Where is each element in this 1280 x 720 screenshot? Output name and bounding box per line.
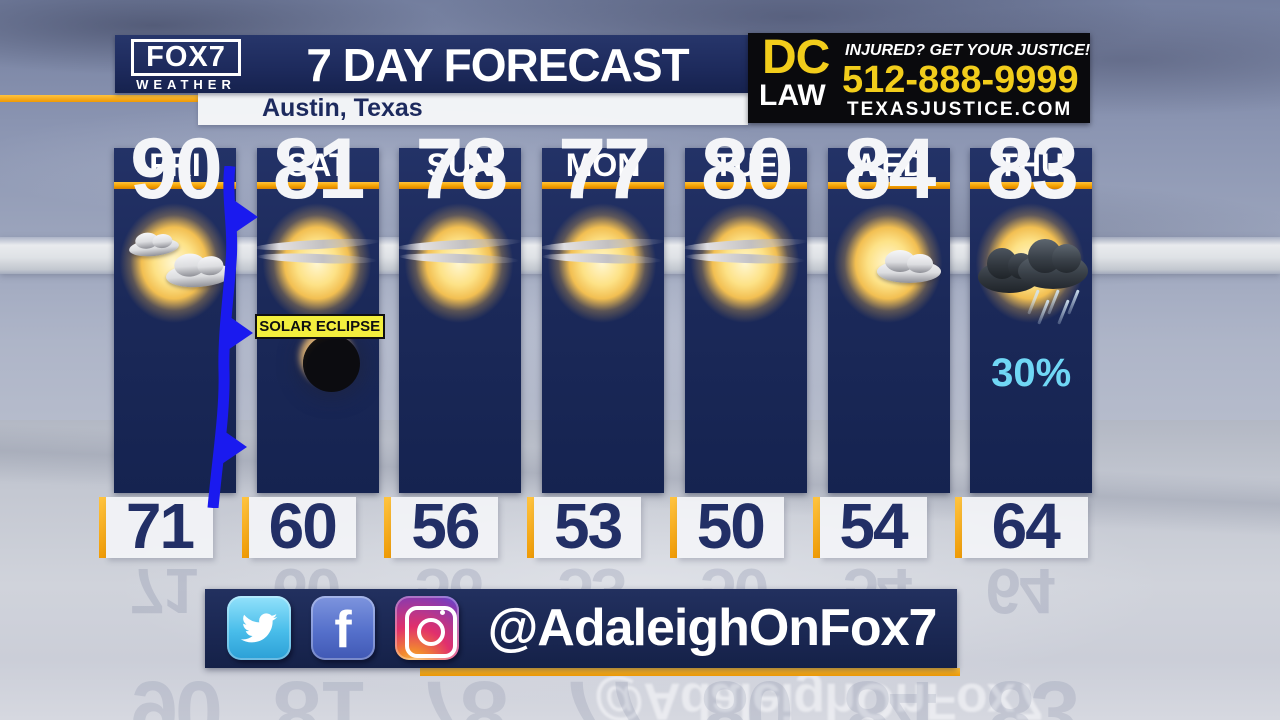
low-temp-panel: 60 bbox=[248, 490, 356, 562]
day-accent-bar bbox=[399, 182, 522, 189]
instagram-camera-outline bbox=[405, 606, 457, 658]
high-temp: 78 bbox=[415, 121, 509, 217]
low-temp-accent-bar bbox=[955, 497, 963, 558]
low-temp-accent-bar bbox=[812, 497, 820, 558]
facebook-f-glyph: f bbox=[334, 601, 352, 659]
day-accent-bar bbox=[827, 182, 950, 189]
low-temp-panel: 56 bbox=[391, 490, 499, 562]
day-label: THU bbox=[998, 147, 1065, 183]
ad-phone-number: 512-888-9999 bbox=[842, 59, 1079, 101]
day-panel: THU 83 30% bbox=[970, 126, 1093, 493]
solar-eclipse-badge: SOLAR ECLIPSE bbox=[254, 314, 385, 339]
instagram-lens bbox=[417, 618, 445, 646]
mostly-sunny-icon bbox=[253, 189, 380, 399]
day-label: FRI bbox=[149, 147, 201, 183]
day-label: WED bbox=[851, 147, 926, 183]
low-temp-panel: 54 bbox=[819, 490, 927, 562]
day-panel: MON 77 bbox=[538, 126, 666, 493]
low-temp-accent-bar bbox=[241, 497, 249, 558]
storm-cloud-icon bbox=[1018, 238, 1089, 289]
low-temp: 64 bbox=[991, 490, 1061, 562]
partly-cloudy-icon bbox=[114, 189, 236, 399]
forecast-day-column: FRI 90 71 71 90 bbox=[99, 126, 236, 720]
cloud-icon bbox=[876, 250, 941, 283]
low-temp-reflection: 64 bbox=[985, 555, 1053, 627]
instagram-icon bbox=[395, 596, 459, 660]
low-temp: 53 bbox=[554, 490, 623, 562]
day-accent-bar bbox=[256, 182, 379, 189]
social-handle: @AdaleighOnFox7 bbox=[487, 599, 938, 657]
low-temp-accent-bar bbox=[527, 497, 535, 558]
solar-eclipse-icon bbox=[302, 335, 360, 392]
high-temp-reflection: 90 bbox=[130, 663, 220, 720]
day-accent-bar bbox=[970, 182, 1093, 189]
precip-chance: 30% bbox=[991, 351, 1072, 395]
day-label: SAT bbox=[286, 147, 349, 183]
day-accent-bar bbox=[542, 182, 665, 189]
day-panel: TUE 80 bbox=[681, 126, 808, 493]
dc-law-ad: DC LAW INJURED? GET YOUR JUSTICE! 512-88… bbox=[748, 33, 1090, 123]
ad-brand-dc: DC bbox=[762, 31, 830, 84]
location-strip: Austin, Texas bbox=[198, 92, 748, 125]
partly-cloudy-icon bbox=[828, 189, 950, 399]
ad-tagline: INJURED? GET YOUR JUSTICE! bbox=[845, 42, 1091, 59]
day-label: TUE bbox=[713, 147, 778, 183]
mostly-sunny-icon bbox=[396, 189, 523, 399]
low-temp-reflection: 71 bbox=[129, 555, 197, 627]
fox7-logo-text: FOX7 bbox=[131, 39, 241, 76]
high-temp-reflection: 81 bbox=[272, 663, 363, 720]
forecast-day-column: SUN 78 56 56 78 bbox=[384, 126, 523, 720]
low-temp: 54 bbox=[839, 490, 908, 562]
day-label: MON bbox=[565, 147, 641, 183]
header-bar: FOX7 WEATHER 7 DAY FORECAST bbox=[115, 35, 748, 93]
ad-brand-law: LAW bbox=[759, 79, 826, 112]
forecast-day-column: SAT 81 SOLAR ECLIPSE 60 60 81 bbox=[241, 126, 385, 720]
ad-website: TEXASJUSTICE.COM bbox=[847, 99, 1073, 120]
low-temp: 71 bbox=[125, 490, 195, 562]
cold-front-icon bbox=[207, 166, 258, 508]
high-temp-reflection: 83 bbox=[986, 663, 1077, 720]
low-temp-panel: 71 bbox=[106, 490, 213, 562]
high-temp: 81 bbox=[272, 121, 366, 217]
mostly-sunny-icon bbox=[681, 189, 808, 399]
forecast-day-column: WED 84 54 54 84 bbox=[812, 126, 950, 720]
forecast-day-column: MON 77 53 53 77 bbox=[527, 126, 666, 720]
forecast-day-column: TUE 80 50 50 80 bbox=[669, 126, 808, 720]
high-temp: 84 bbox=[843, 121, 937, 217]
high-temp: 80 bbox=[700, 121, 794, 217]
low-temp: 50 bbox=[696, 490, 766, 562]
low-temp-panel: 50 bbox=[676, 490, 784, 562]
day-panel: SAT 81 SOLAR ECLIPSE bbox=[253, 126, 385, 493]
day-accent-bar bbox=[114, 182, 236, 189]
high-temp: 90 bbox=[130, 121, 223, 217]
twitter-bird-glyph bbox=[240, 613, 278, 643]
location-label: Austin, Texas bbox=[262, 94, 423, 122]
low-temp: 60 bbox=[268, 490, 338, 562]
high-temp: 77 bbox=[558, 121, 651, 217]
low-temp: 56 bbox=[411, 490, 480, 562]
thunderstorms-icon bbox=[970, 189, 1092, 399]
weather-logo-text: WEATHER bbox=[136, 77, 236, 92]
day-panel: SUN 78 bbox=[396, 126, 523, 493]
low-temp-accent-bar bbox=[669, 497, 677, 558]
social-bar: f @AdaleighOnFox7 bbox=[205, 589, 957, 668]
twitter-icon bbox=[227, 596, 291, 660]
social-gold-underline bbox=[420, 668, 960, 676]
facebook-icon: f bbox=[311, 596, 375, 660]
header-gold-stripe bbox=[0, 95, 200, 102]
instagram-flash-dot bbox=[440, 610, 445, 615]
low-temp-accent-bar bbox=[99, 497, 106, 558]
day-label: SUN bbox=[426, 147, 495, 183]
day-accent-bar bbox=[684, 182, 807, 189]
low-temp-panel: 64 bbox=[962, 490, 1089, 562]
low-temp-panel: 53 bbox=[534, 490, 642, 562]
low-temp-accent-bar bbox=[384, 497, 392, 558]
mostly-sunny-icon bbox=[538, 189, 666, 399]
fox7-weather-logo: FOX7 WEATHER bbox=[131, 39, 241, 93]
page-title: 7 DAY FORECAST bbox=[306, 39, 689, 91]
day-panel: WED 84 bbox=[827, 126, 950, 493]
high-temp: 83 bbox=[986, 121, 1079, 217]
forecast-day-column: THU 83 30% 64 64 83 bbox=[955, 126, 1093, 720]
